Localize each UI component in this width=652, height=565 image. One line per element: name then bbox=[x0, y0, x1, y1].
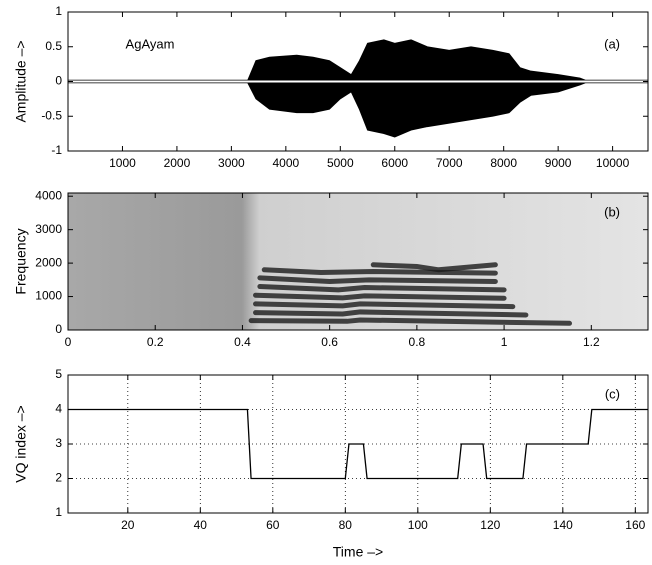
annotation: (c) bbox=[605, 386, 620, 401]
axes-box bbox=[67, 374, 649, 514]
x-tick-label: 60 bbox=[266, 518, 280, 532]
y-tick-label: 1 bbox=[55, 4, 62, 18]
y-tick-label: 3 bbox=[55, 436, 62, 450]
y-axis-label: VQ index –> bbox=[13, 405, 29, 482]
waveform-envelope bbox=[68, 82, 648, 138]
axes-box bbox=[67, 192, 649, 331]
y-axis-label: Frequency bbox=[13, 228, 29, 294]
x-tick-label: 8000 bbox=[490, 156, 517, 170]
y-tick-label: 4000 bbox=[35, 188, 62, 202]
x-tick-label: 6000 bbox=[381, 156, 408, 170]
annotation: (a) bbox=[604, 36, 620, 51]
y-axis-label: Amplitude –> bbox=[13, 40, 29, 122]
y-tick-label: 5 bbox=[55, 367, 62, 381]
y-tick-label: 0 bbox=[55, 74, 62, 88]
x-tick-label: 40 bbox=[194, 518, 208, 532]
x-tick-label: 7000 bbox=[436, 156, 463, 170]
x-tick-label: 140 bbox=[553, 518, 573, 532]
waveform-envelope bbox=[68, 39, 648, 81]
harmonic-band bbox=[370, 262, 498, 273]
x-tick-label: 10000 bbox=[596, 156, 630, 170]
x-tick-label: 0.4 bbox=[234, 335, 251, 349]
x-tick-label: 160 bbox=[625, 518, 645, 532]
y-tick-label: 2000 bbox=[35, 255, 62, 269]
annotation: (b) bbox=[604, 204, 620, 219]
y-tick-label: 1000 bbox=[35, 289, 62, 303]
harmonic-band bbox=[248, 317, 573, 326]
x-tick-label: 1 bbox=[501, 335, 508, 349]
x-tick-label: 1.2 bbox=[583, 335, 600, 349]
harmonic-band bbox=[253, 309, 529, 318]
x-tick-label: 5000 bbox=[327, 156, 354, 170]
y-tick-label: -1 bbox=[51, 143, 62, 157]
x-tick-label: 80 bbox=[339, 518, 353, 532]
vq-line bbox=[68, 408, 648, 480]
y-tick-label: 0 bbox=[55, 322, 62, 336]
harmonic-band bbox=[261, 267, 498, 276]
y-tick-label: 2 bbox=[55, 471, 62, 485]
y-tick-label: 4 bbox=[55, 402, 62, 416]
x-tick-label: 0 bbox=[65, 335, 72, 349]
x-tick-label: 1000 bbox=[109, 156, 136, 170]
x-tick-label: 0.6 bbox=[321, 335, 338, 349]
spectrogram-background bbox=[68, 193, 648, 330]
y-tick-label: 3000 bbox=[35, 222, 62, 236]
x-tick-label: 3000 bbox=[218, 156, 245, 170]
y-tick-label: -0.5 bbox=[41, 108, 62, 122]
axes-box bbox=[67, 11, 649, 152]
annotation: AgAyam bbox=[126, 36, 175, 51]
harmonic-band bbox=[257, 275, 498, 285]
harmonic-band bbox=[253, 292, 507, 301]
y-tick-label: 1 bbox=[55, 505, 62, 519]
x-tick-label: 100 bbox=[408, 518, 428, 532]
x-tick-label: 0.2 bbox=[147, 335, 164, 349]
x-tick-label: 20 bbox=[121, 518, 135, 532]
x-tick-label: 0.8 bbox=[409, 335, 426, 349]
harmonic-band bbox=[257, 284, 507, 293]
x-tick-label: 120 bbox=[480, 518, 500, 532]
x-axis-label: Time –> bbox=[333, 544, 383, 560]
y-tick-label: 0.5 bbox=[45, 39, 62, 53]
x-tick-label: 9000 bbox=[545, 156, 572, 170]
x-tick-label: 2000 bbox=[164, 156, 191, 170]
harmonic-band bbox=[253, 301, 516, 310]
x-tick-label: 4000 bbox=[272, 156, 299, 170]
